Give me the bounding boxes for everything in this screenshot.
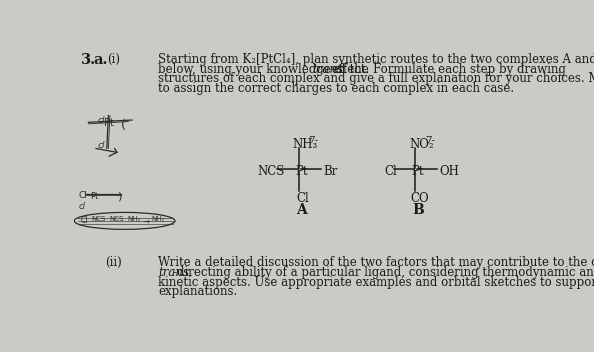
- Text: Cl: Cl: [384, 165, 397, 178]
- Text: below, using your knowledge of the: below, using your knowledge of the: [158, 63, 372, 76]
- Text: NH₃: NH₃: [293, 138, 318, 151]
- Text: -directing ability of a particular ligand, considering thermodynamic and: -directing ability of a particular ligan…: [173, 266, 594, 279]
- Text: 7-: 7-: [308, 136, 318, 145]
- Text: NCS: NCS: [91, 216, 106, 222]
- Text: Br: Br: [323, 165, 337, 178]
- Text: ): ): [117, 191, 121, 202]
- Text: structures of each complex and give a full explanation for your choices. Make su: structures of each complex and give a fu…: [158, 72, 594, 85]
- Text: (ii): (ii): [105, 256, 122, 269]
- Text: cl: cl: [78, 202, 85, 210]
- Text: kinetic aspects. Use appropriate examples and orbital sketches to support your: kinetic aspects. Use appropriate example…: [158, 276, 594, 289]
- Text: NCS: NCS: [257, 165, 285, 178]
- Text: Write a detailed discussion of the two factors that may contribute to the overal: Write a detailed discussion of the two f…: [158, 256, 594, 269]
- Text: Cl: Cl: [78, 191, 87, 200]
- Text: a.: a.: [94, 53, 108, 67]
- Text: 3: 3: [136, 218, 140, 223]
- Text: →: →: [143, 216, 150, 225]
- Text: Pt: Pt: [104, 119, 113, 128]
- Text: cl: cl: [97, 116, 105, 125]
- Text: Pt: Pt: [295, 165, 308, 178]
- Text: CO: CO: [410, 193, 429, 205]
- Text: trans: trans: [158, 266, 189, 279]
- Text: trans: trans: [312, 63, 343, 76]
- Text: OH: OH: [440, 165, 459, 178]
- Text: cl: cl: [97, 141, 105, 150]
- Text: to assign the correct charges to each complex in each case.: to assign the correct charges to each co…: [158, 82, 514, 95]
- Text: B: B: [412, 203, 424, 217]
- Text: NH: NH: [127, 216, 137, 222]
- Text: Cl: Cl: [80, 216, 88, 225]
- Text: explanations.: explanations.: [158, 285, 237, 298]
- Text: (: (: [121, 119, 125, 132]
- Text: Pt: Pt: [412, 165, 424, 178]
- Text: 3.: 3.: [80, 53, 96, 67]
- Text: (i): (i): [107, 53, 120, 66]
- Text: 7-: 7-: [425, 136, 435, 145]
- Text: effect. Formulate each step by drawing: effect. Formulate each step by drawing: [328, 63, 565, 76]
- Text: Starting from K₂[PtCl₄], plan synthetic routes to the two complexes A and B show: Starting from K₂[PtCl₄], plan synthetic …: [158, 53, 594, 66]
- Text: NO₂: NO₂: [409, 138, 434, 151]
- Text: Pt: Pt: [90, 191, 98, 201]
- Text: NH: NH: [151, 216, 162, 222]
- Text: NCS: NCS: [109, 216, 124, 222]
- Text: 3: 3: [161, 218, 164, 223]
- Text: Cl: Cl: [296, 193, 309, 205]
- Text: A: A: [296, 203, 307, 217]
